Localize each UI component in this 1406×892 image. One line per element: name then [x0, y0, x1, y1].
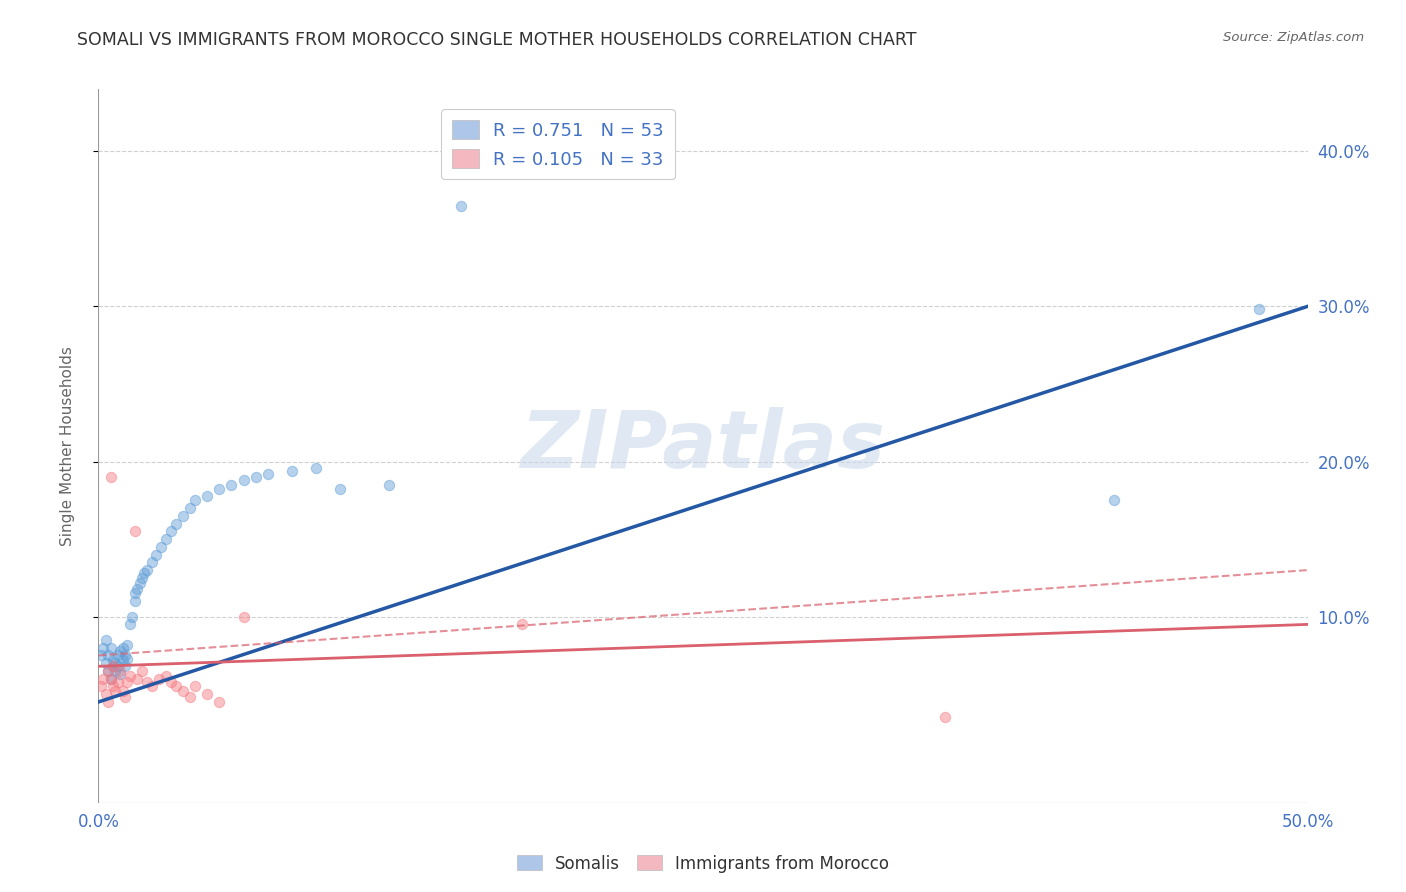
Point	[101, 653, 124, 667]
Point	[104, 656, 127, 670]
Point	[108, 667, 131, 681]
Point	[111, 640, 134, 655]
Point	[221, 477, 243, 491]
Point	[145, 548, 167, 562]
Point	[131, 664, 153, 678]
Point	[101, 659, 124, 673]
Y-axis label: Single Mother Households: Single Mother Households	[60, 346, 75, 546]
Text: ZIPatlas: ZIPatlas	[520, 407, 886, 485]
Point	[111, 684, 134, 698]
Point	[114, 659, 136, 673]
Point	[281, 464, 304, 478]
Point	[165, 516, 187, 531]
Point	[108, 664, 131, 678]
Point	[256, 467, 278, 481]
Point	[104, 684, 127, 698]
Point	[97, 664, 120, 678]
Point	[135, 674, 157, 689]
Point	[127, 582, 149, 596]
Point	[118, 668, 141, 682]
Point	[100, 640, 122, 655]
Point	[94, 687, 117, 701]
Point	[90, 680, 112, 694]
Point	[155, 532, 177, 546]
Point	[91, 672, 114, 686]
Point	[131, 571, 153, 585]
Point	[117, 651, 139, 665]
Point	[165, 680, 187, 694]
Point	[97, 695, 120, 709]
Point	[124, 594, 146, 608]
Point	[141, 555, 163, 569]
Point	[124, 586, 146, 600]
Point	[104, 664, 127, 678]
Point	[172, 684, 194, 698]
Point	[377, 477, 399, 491]
Point	[179, 501, 201, 516]
Point	[160, 524, 183, 539]
Point	[172, 508, 194, 523]
Legend: R = 0.751   N = 53, R = 0.105   N = 33: R = 0.751 N = 53, R = 0.105 N = 33	[441, 109, 675, 179]
Text: Source: ZipAtlas.com: Source: ZipAtlas.com	[1223, 31, 1364, 45]
Point	[195, 687, 218, 701]
Point	[305, 460, 328, 475]
Point	[107, 648, 129, 663]
Point	[101, 659, 124, 673]
Point	[128, 575, 150, 590]
Point	[117, 638, 139, 652]
Point	[100, 672, 122, 686]
Point	[184, 493, 207, 508]
Point	[100, 672, 122, 686]
Point	[114, 690, 136, 705]
Point	[510, 617, 533, 632]
Point	[91, 640, 114, 655]
Point	[232, 609, 254, 624]
Point	[934, 710, 956, 724]
Point	[134, 566, 156, 581]
Point	[127, 672, 149, 686]
Point	[329, 483, 352, 497]
Point	[1102, 493, 1125, 508]
Point	[208, 483, 231, 497]
Point	[160, 674, 183, 689]
Point	[100, 470, 122, 484]
Point	[245, 470, 267, 484]
Point	[150, 540, 173, 554]
Point	[97, 648, 120, 663]
Point	[232, 473, 254, 487]
Legend: Somalis, Immigrants from Morocco: Somalis, Immigrants from Morocco	[510, 848, 896, 880]
Point	[184, 680, 207, 694]
Point	[90, 648, 112, 663]
Point	[121, 609, 143, 624]
Point	[179, 690, 201, 705]
Point	[118, 617, 141, 632]
Point	[107, 659, 129, 673]
Point	[135, 563, 157, 577]
Point	[94, 632, 117, 647]
Point	[155, 668, 177, 682]
Point	[107, 674, 129, 689]
Point	[101, 680, 124, 694]
Point	[141, 680, 163, 694]
Point	[117, 674, 139, 689]
Point	[208, 695, 231, 709]
Point	[148, 672, 170, 686]
Text: SOMALI VS IMMIGRANTS FROM MOROCCO SINGLE MOTHER HOUSEHOLDS CORRELATION CHART: SOMALI VS IMMIGRANTS FROM MOROCCO SINGLE…	[77, 31, 917, 49]
Point	[94, 656, 117, 670]
Point	[124, 524, 146, 539]
Point	[114, 648, 136, 663]
Point	[1249, 302, 1271, 317]
Point	[111, 653, 134, 667]
Point	[195, 489, 218, 503]
Point	[97, 664, 120, 678]
Point	[450, 198, 472, 212]
Point	[108, 644, 131, 658]
